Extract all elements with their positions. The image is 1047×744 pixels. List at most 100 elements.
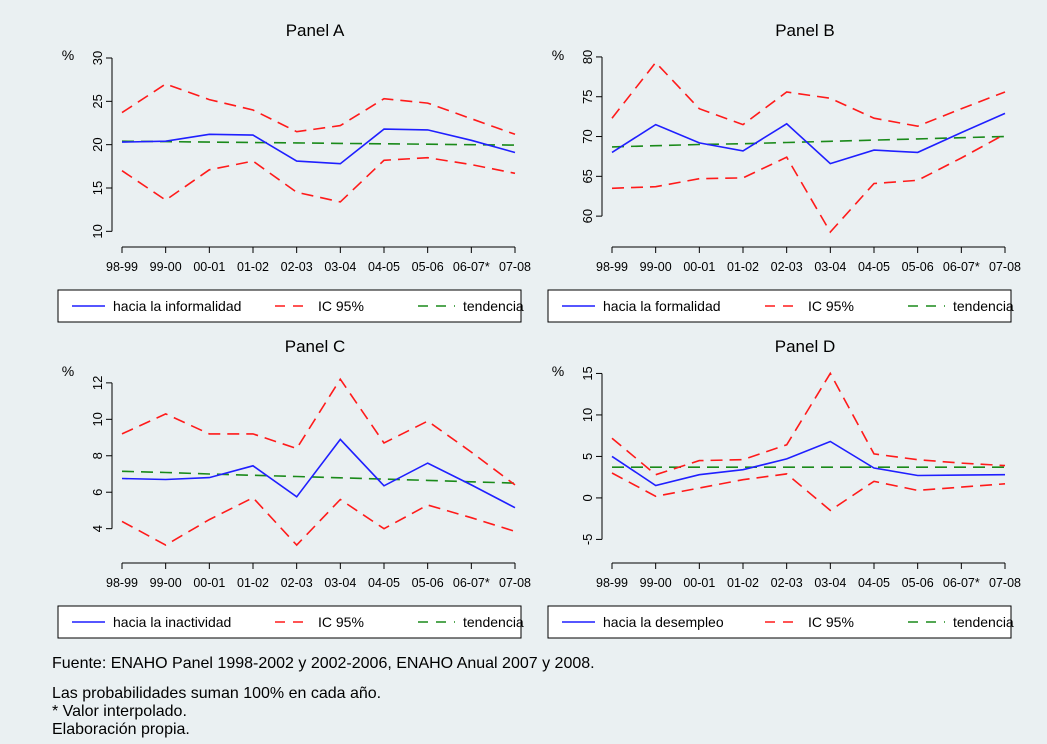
series-line — [121, 140, 516, 146]
x-tick-label: 07-08 — [989, 260, 1021, 274]
y-axis-label: % — [62, 363, 74, 379]
series-line — [121, 377, 516, 486]
panel-title: Panel B — [775, 21, 835, 40]
y-axis-label: % — [62, 47, 74, 63]
series-line — [121, 438, 516, 509]
x-tick-label: 07-08 — [499, 260, 531, 274]
y-tick-label: 4 — [90, 525, 105, 532]
legend-label: tendencia — [463, 298, 524, 314]
series-line — [121, 156, 516, 203]
x-tick-label: 01-02 — [237, 576, 269, 590]
x-tick-label: 06-07* — [943, 260, 980, 274]
x-tick-label: 99-00 — [640, 260, 672, 274]
x-tick-label: 00-01 — [683, 260, 715, 274]
y-tick-label: -5 — [580, 534, 595, 546]
x-tick-label: 00-01 — [193, 576, 225, 590]
x-tick-label: 05-06 — [902, 576, 934, 590]
y-tick-label: 10 — [580, 408, 595, 422]
legend-label: hacia la formalidad — [603, 298, 721, 314]
legend-label: hacia la inactividad — [113, 614, 231, 630]
panel-title: Panel C — [285, 337, 345, 356]
y-tick-label: 15 — [580, 366, 595, 380]
y-tick-label: 80 — [580, 50, 595, 64]
x-tick-label: 03-04 — [814, 576, 846, 590]
x-tick-label: 04-05 — [368, 576, 400, 590]
legend-label: IC 95% — [318, 614, 364, 630]
y-tick-label: 25 — [90, 94, 105, 108]
x-tick-label: 99-00 — [640, 576, 672, 590]
x-tick-label: 98-99 — [596, 260, 628, 274]
x-tick-label: 99-00 — [150, 260, 182, 274]
y-tick-label: 65 — [580, 169, 595, 183]
x-tick-label: 98-99 — [106, 576, 138, 590]
x-tick-label: 04-05 — [858, 576, 890, 590]
series-line — [611, 371, 1006, 476]
series-line — [611, 472, 1006, 512]
y-tick-label: 12 — [90, 376, 105, 390]
legend-label: tendencia — [953, 614, 1014, 630]
x-tick-label: 05-06 — [902, 260, 934, 274]
x-tick-label: 02-03 — [771, 576, 803, 590]
note: Elaboración propia. — [52, 721, 190, 738]
panel-title: Panel D — [775, 337, 835, 356]
y-tick-label: 0 — [580, 494, 595, 501]
x-tick-label: 05-06 — [412, 260, 444, 274]
y-tick-label: 60 — [580, 209, 595, 223]
x-tick-label: 00-01 — [683, 576, 715, 590]
x-tick-label: 06-07* — [453, 260, 490, 274]
x-tick-label: 99-00 — [150, 576, 182, 590]
legend-label: hacia la informalidad — [113, 298, 241, 314]
x-tick-label: 02-03 — [281, 576, 313, 590]
series-line — [611, 112, 1006, 165]
note: Fuente: ENAHO Panel 1998-2002 y 2002-200… — [52, 655, 595, 672]
y-tick-label: 75 — [580, 90, 595, 104]
series-line — [611, 135, 1006, 148]
x-tick-label: 06-07* — [943, 576, 980, 590]
x-tick-label: 05-06 — [412, 576, 444, 590]
y-tick-label: 15 — [90, 181, 105, 195]
series-line — [611, 133, 1006, 234]
x-tick-label: 98-99 — [596, 576, 628, 590]
x-tick-label: 04-05 — [368, 260, 400, 274]
legend-label: tendencia — [463, 614, 524, 630]
x-tick-label: 02-03 — [281, 260, 313, 274]
note: * Valor interpolado. — [52, 703, 187, 720]
panel-title: Panel A — [286, 21, 345, 40]
y-tick-label: 10 — [90, 224, 105, 238]
series-line — [611, 440, 1006, 487]
x-tick-label: 04-05 — [858, 260, 890, 274]
y-tick-label: 5 — [580, 453, 595, 460]
y-tick-label: 30 — [90, 51, 105, 65]
y-tick-label: 20 — [90, 137, 105, 151]
x-tick-label: 00-01 — [193, 260, 225, 274]
y-tick-label: 8 — [90, 452, 105, 459]
y-tick-label: 10 — [90, 412, 105, 426]
x-tick-label: 03-04 — [324, 576, 356, 590]
series-line — [121, 83, 516, 136]
x-tick-label: 98-99 — [106, 260, 138, 274]
y-tick-label: 6 — [90, 489, 105, 496]
legend-label: IC 95% — [318, 298, 364, 314]
x-tick-label: 03-04 — [814, 260, 846, 274]
series-line — [121, 128, 516, 165]
legend-label: IC 95% — [808, 298, 854, 314]
legend-label: IC 95% — [808, 614, 854, 630]
series-line — [121, 496, 516, 547]
x-tick-label: 03-04 — [324, 260, 356, 274]
y-axis-label: % — [552, 47, 564, 63]
x-tick-label: 07-08 — [989, 576, 1021, 590]
legend-label: hacia la desempleo — [603, 614, 724, 630]
legend-label: tendencia — [953, 298, 1014, 314]
x-tick-label: 01-02 — [237, 260, 269, 274]
x-tick-label: 06-07* — [453, 576, 490, 590]
x-tick-label: 02-03 — [771, 260, 803, 274]
note: Las probabilidades suman 100% en cada añ… — [52, 685, 381, 702]
x-tick-label: 01-02 — [727, 576, 759, 590]
series-line — [121, 470, 516, 484]
x-tick-label: 07-08 — [499, 576, 531, 590]
series-line — [611, 61, 1006, 128]
y-axis-label: % — [552, 363, 564, 379]
x-tick-label: 01-02 — [727, 260, 759, 274]
